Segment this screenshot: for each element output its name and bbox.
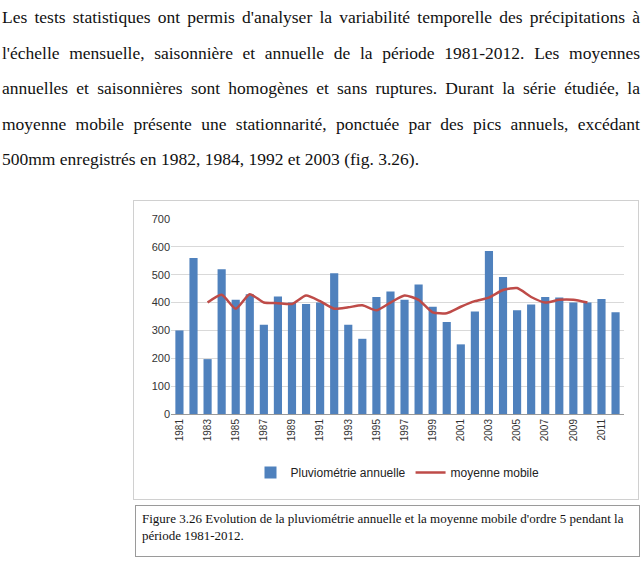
svg-text:1989: 1989: [286, 419, 297, 442]
svg-text:300: 300: [152, 324, 170, 336]
svg-text:1997: 1997: [399, 419, 410, 442]
html-text:Les tests statistiques ont per: Les tests statistiques ont permis d'anal…: [2, 7, 640, 169]
svg-text:2007: 2007: [539, 419, 550, 442]
svg-text:0: 0: [164, 408, 170, 420]
svg-text:moyenne mobile: moyenne mobile: [451, 466, 539, 480]
svg-text:Pluviométrie annuelle: Pluviométrie annuelle: [291, 466, 406, 480]
svg-text:2005: 2005: [511, 419, 522, 442]
svg-text:2009: 2009: [568, 419, 579, 442]
svg-text:2003: 2003: [483, 419, 494, 442]
html-text:Figure 3.26 Evolution de la pl: Figure 3.26 Evolution de la pluviométrie…: [142, 511, 624, 543]
svg-text:1999: 1999: [427, 419, 438, 442]
svg-text:1983: 1983: [202, 419, 213, 442]
svg-text:400: 400: [152, 296, 170, 308]
svg-text:1981: 1981: [174, 419, 185, 442]
svg-text:1991: 1991: [314, 419, 325, 442]
svg-text:1985: 1985: [230, 419, 241, 442]
svg-text:1987: 1987: [258, 419, 269, 442]
svg-text:100: 100: [152, 380, 170, 392]
svg-text:700: 700: [152, 213, 170, 225]
svg-text:600: 600: [152, 241, 170, 253]
svg-text:2011: 2011: [596, 419, 607, 441]
svg-text:2001: 2001: [455, 419, 466, 442]
svg-text:1993: 1993: [343, 419, 354, 442]
svg-text:200: 200: [152, 352, 170, 364]
svg-text:500: 500: [152, 269, 170, 281]
svg-text:1995: 1995: [371, 419, 382, 442]
